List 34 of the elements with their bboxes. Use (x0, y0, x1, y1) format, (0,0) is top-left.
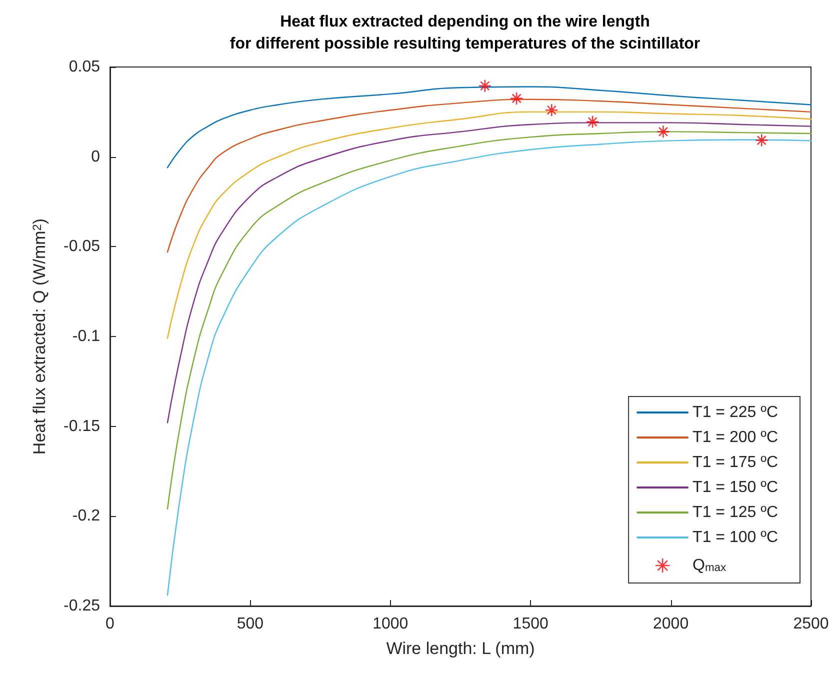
point (510, 92, 524, 106)
legend-label: T1 = 175 ºC (692, 454, 778, 471)
y-tick-label: 0.05 (68, 58, 100, 76)
legend-label: Qmax (692, 557, 727, 574)
legend-label: T1 = 150 ºC (692, 479, 778, 496)
x-tick-label: 2000 (653, 616, 689, 632)
x-axis-title: Wire length: L (mm) (386, 639, 535, 658)
point (478, 79, 492, 93)
line-series (166, 111, 812, 339)
y-tick-label: 0 (91, 148, 100, 166)
x-tick-label: 2500 (793, 616, 829, 632)
y-tick-label: -0.25 (64, 598, 100, 614)
point (586, 115, 600, 128)
x-tick-label: 1500 (512, 616, 548, 632)
legend-label: T1 = 225 ºC (692, 404, 778, 421)
x-tick-label: 1000 (372, 616, 408, 632)
y-tick-label: -0.05 (64, 238, 100, 256)
x-tick-label: 0 (106, 616, 115, 632)
line-series (166, 86, 812, 168)
y-tick-label: -0.2 (72, 508, 100, 525)
legend-label: T1 = 200 ºC (692, 429, 778, 446)
legend-label: T1 = 100 ºC (692, 529, 778, 546)
y-tick-label: -0.1 (72, 328, 100, 345)
y-axis-title: Heat flux extracted: Q (W/mm2) (30, 218, 49, 455)
point (755, 134, 768, 147)
point (656, 125, 670, 138)
point (544, 103, 558, 117)
line-series (166, 98, 812, 253)
y-tick-label: -0.15 (64, 418, 100, 435)
legend-label: T1 = 125 ºC (692, 504, 778, 521)
line-series (166, 122, 812, 424)
chart-title: Heat flux extracted depending on the wire length for different possible resulting temperatures of the scintillator (230, 14, 700, 52)
line-series (166, 139, 812, 596)
x-tick-label: 500 (236, 616, 264, 632)
